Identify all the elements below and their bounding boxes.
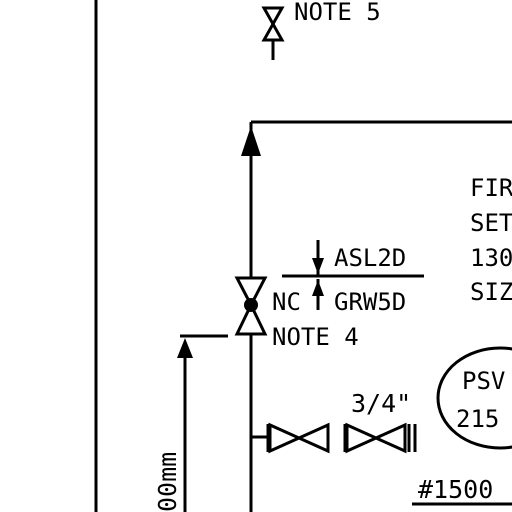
spec-line-2: SET [470, 209, 512, 237]
flow-arrow-up [241, 126, 261, 156]
spec-line-3: 130 [470, 244, 512, 272]
tag-upper-label: ASL2D [334, 244, 406, 272]
tag-lower-label: GRW5D [334, 288, 406, 316]
dimension-arrow-icon [177, 338, 193, 358]
top-valve-symbol [261, 6, 285, 60]
tag-arrow-up-icon [312, 280, 324, 296]
rating-label: #1500 - [418, 475, 512, 504]
branch-valve-1 [268, 422, 330, 454]
psv-line-2: 215 [456, 405, 499, 433]
pipe-size-label: 3/4" [351, 389, 411, 418]
tag-arrow-down-icon [312, 258, 324, 274]
note-4-label: NOTE 4 [272, 323, 359, 351]
note-5-label: NOTE 5 [294, 0, 381, 26]
tag-nc-label: NC [272, 288, 301, 316]
psv-bubble [436, 346, 512, 450]
psv-line-1: PSV [462, 367, 505, 395]
spec-line-1: FIR [470, 174, 512, 202]
spec-line-4: SIZ [470, 278, 512, 306]
gate-valve-vertical [234, 276, 268, 336]
dimension-label: 00mm [153, 452, 182, 512]
branch-valve-2 [345, 422, 407, 454]
